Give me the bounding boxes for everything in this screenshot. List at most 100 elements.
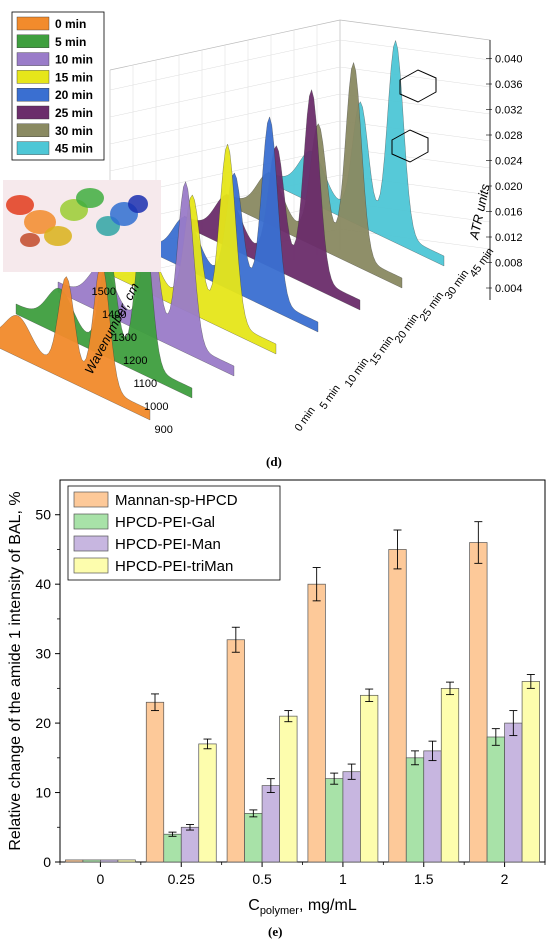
z-tick-label: 0.020: [495, 181, 523, 193]
wavenumber-tick-label: 1200: [123, 355, 147, 367]
legend-label: HPCD-PEI-Gal: [115, 514, 215, 531]
legend-swatch: [16, 16, 50, 31]
protein-domain: [20, 233, 40, 247]
sugar-ring-bottom: [391, 129, 429, 163]
wavenumber-tick-label: 1100: [134, 378, 158, 390]
legend: Mannan-sp-HPCD HPCD-PEI-Gal HPCD-PEI-Man HP…: [67, 485, 281, 581]
z-axis: 0.004 0.008 0.012 0.016 0.020 0.024 0.028 0.032…: [486, 40, 523, 300]
wavenumber-tick-label: 1400: [102, 309, 126, 321]
grid-line: [109, 93, 341, 145]
legend-label: 0 min: [55, 17, 86, 31]
time-tick-label: 5 min: [318, 383, 343, 412]
legend-label: 30 min: [55, 124, 93, 138]
legend: 0 min 5 min 10 min 15 min 20 min 25 min 30 min…: [11, 11, 105, 161]
y-tick-label: 10: [35, 785, 51, 801]
bar-HPCD-PEI-Man: [261, 785, 280, 863]
sugar-structures: [391, 69, 437, 163]
legend-label: 45 min: [55, 142, 93, 156]
bar-HPCD-PEI-triMan: [198, 743, 217, 863]
panel-caption-e: (e): [268, 924, 283, 939]
bar-Mannan-sp-HPCD: [469, 542, 488, 863]
y-tick-label: 50: [35, 507, 51, 523]
legend-label: HPCD-PEI-Man: [115, 536, 221, 553]
x-axis: 0 0.25 0.5 1 1.5 2: [59, 862, 546, 887]
z-tick-label: 0.012: [495, 232, 523, 244]
time-tick-label: 0 min: [293, 405, 318, 434]
bar-HPCD-PEI-Man: [342, 771, 361, 863]
protein-domain: [128, 195, 148, 213]
legend-label: 25 min: [55, 106, 93, 120]
bar-HPCD-PEI-Gal: [244, 813, 263, 863]
legend-swatch: [16, 52, 50, 66]
x-axis-label: Cpolymer, mg/mL: [248, 897, 357, 917]
z-tick-label: 0.032: [495, 105, 523, 117]
grid-line: [339, 93, 491, 115]
x-tick-label: 0.5: [252, 871, 272, 887]
bar-HPCD-PEI-Man: [423, 750, 442, 863]
waterfall-chart: 0.004 0.008 0.012 0.016 0.020 0.024 0.028 0.032…: [0, 11, 523, 436]
legend-swatch: [73, 557, 109, 574]
bar-HPCD-PEI-Gal: [405, 757, 425, 863]
grid-line: [109, 120, 341, 172]
legend-swatch: [73, 535, 109, 552]
z-tick-label: 0.016: [495, 207, 523, 219]
legend-swatch: [73, 513, 109, 530]
panel-e: 0 10 20 30 40 50 Relative change of the amide …: [0, 472, 550, 944]
z-tick-label: 0.040: [495, 54, 523, 66]
z-tick-label: 0.028: [495, 130, 523, 142]
bar-Mannan-sp-HPCD: [226, 639, 245, 863]
bar-HPCD-PEI-triMan: [360, 694, 379, 863]
grid-line: [109, 39, 341, 91]
legend-label: HPCD-PEI-triMan: [115, 558, 233, 575]
z-axis-label: ATR units: [466, 182, 493, 241]
z-tick-label: 0.036: [495, 79, 523, 91]
bar-HPCD-PEI-Gal: [325, 778, 344, 863]
bar-Mannan-sp-HPCD: [145, 701, 165, 863]
x-tick-label: 0: [97, 871, 105, 887]
grid-line: [339, 39, 491, 61]
sugar-ring-top: [399, 69, 437, 103]
z-tick-label: 0.004: [495, 283, 523, 295]
wavenumber-tick-label: 900: [155, 424, 173, 436]
y-tick-label: 0: [43, 854, 51, 870]
bar-HPCD-PEI-triMan: [279, 715, 298, 863]
legend-swatch: [16, 123, 50, 138]
wavenumber-tick-label: 1300: [113, 332, 137, 344]
legend-label: 5 min: [55, 35, 86, 49]
protein-domain: [44, 226, 72, 246]
x-tick-label: 1.5: [414, 871, 434, 887]
x-tick-label: 2: [501, 871, 509, 887]
bar-HPCD-PEI-triMan: [440, 688, 460, 863]
wavenumber-tick-label: 1000: [144, 401, 168, 413]
spectrum-0-min: [0, 261, 151, 421]
time-tick-label: 45 min: [468, 246, 497, 280]
bar-Mannan-sp-HPCD: [307, 583, 326, 863]
y-axis: 0 10 20 30 40 50: [35, 507, 60, 870]
legend-swatch: [16, 34, 50, 48]
z-tick-label: 0.008: [495, 258, 523, 270]
x-label-main: C: [248, 897, 260, 914]
bar-HPCD-PEI-triMan: [117, 859, 136, 863]
legend-label: 20 min: [55, 88, 93, 102]
z-tick-label: 0.024: [495, 156, 523, 168]
x-label-sub: polymer: [260, 905, 299, 917]
legend-label: Mannan-sp-HPCD: [115, 492, 238, 509]
panel-caption-d: (d): [266, 454, 282, 469]
bar-HPCD-PEI-triMan: [521, 681, 540, 863]
bar-HPCD-PEI-Man: [100, 859, 119, 863]
y-tick-label: 40: [35, 576, 51, 592]
bar-Mannan-sp-HPCD: [388, 549, 407, 863]
legend-label: 10 min: [55, 53, 93, 67]
protein-domain: [24, 210, 56, 234]
legend-swatch: [16, 70, 50, 84]
protein-domain: [76, 188, 104, 208]
wavenumber-tick-label: 1500: [92, 286, 116, 298]
x-tick-label: 1: [339, 871, 347, 887]
legend-swatch: [73, 491, 109, 508]
legend-label: 15 min: [55, 70, 93, 84]
bar-HPCD-PEI-Gal: [486, 736, 505, 863]
legend-swatch: [16, 87, 50, 102]
bar-Mannan-sp-HPCD: [65, 859, 84, 863]
legend-swatch: [16, 105, 50, 120]
